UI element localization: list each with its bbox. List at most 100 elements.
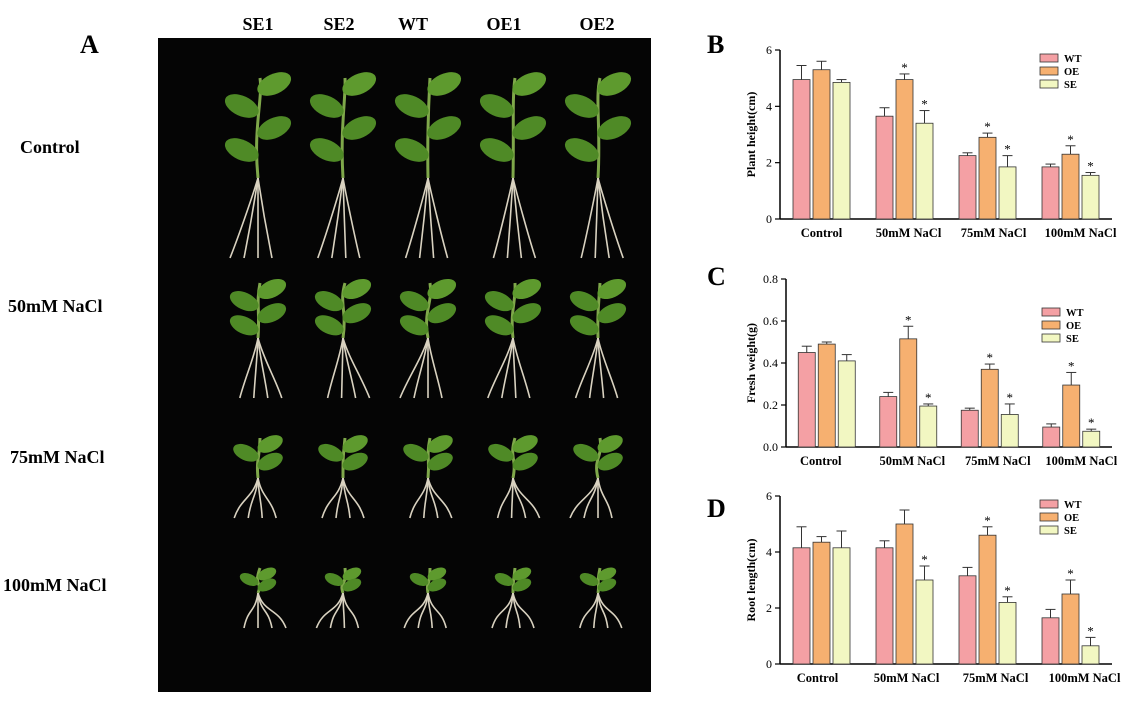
root xyxy=(512,337,531,399)
y-axis-label: Root length(cm) xyxy=(744,539,758,622)
x-tick-label: Control xyxy=(801,226,843,240)
legend-label: WT xyxy=(1064,54,1082,65)
leaf xyxy=(512,303,542,324)
bar xyxy=(915,122,934,220)
seedling-illustration xyxy=(224,72,632,629)
legend-swatch xyxy=(1039,499,1059,509)
legend-label: WT xyxy=(1066,308,1084,319)
leaf xyxy=(394,94,429,118)
root xyxy=(257,477,277,519)
panel-letter-a: A xyxy=(80,30,99,59)
y-tick-label: 0.4 xyxy=(763,356,778,370)
leaf xyxy=(494,572,514,587)
leaf xyxy=(257,116,292,140)
root xyxy=(329,592,344,629)
bar xyxy=(1062,384,1081,448)
column-label-oe2: OE2 xyxy=(579,14,615,34)
bar xyxy=(1041,166,1060,220)
root xyxy=(487,337,514,399)
leaf xyxy=(597,303,627,324)
root xyxy=(512,337,517,399)
leaf xyxy=(427,72,462,96)
column-label-wt: WT xyxy=(397,14,428,34)
bar xyxy=(832,547,851,665)
leaf xyxy=(427,116,462,140)
stem xyxy=(341,282,347,339)
seedling xyxy=(403,435,453,519)
bar xyxy=(919,405,938,448)
panel-letter-d: D xyxy=(707,494,726,523)
seedling xyxy=(491,567,535,629)
leaf xyxy=(342,435,368,453)
root xyxy=(342,477,365,519)
column-label-se2: SE2 xyxy=(323,14,355,34)
seedling xyxy=(484,278,542,399)
leaf xyxy=(597,452,623,471)
root xyxy=(492,177,514,259)
root xyxy=(597,337,619,399)
root xyxy=(253,337,259,399)
bar xyxy=(812,541,831,665)
bar xyxy=(895,79,914,220)
root xyxy=(243,592,259,629)
leaf xyxy=(342,452,368,471)
y-tick-label: 2 xyxy=(766,601,772,615)
significance-star: * xyxy=(987,350,994,365)
root xyxy=(340,337,344,399)
y-tick-label: 4 xyxy=(766,99,772,113)
root xyxy=(580,177,599,259)
bar xyxy=(978,534,997,665)
leaf xyxy=(427,567,447,581)
leaf xyxy=(484,291,514,312)
y-tick-label: 4 xyxy=(766,545,772,559)
bar xyxy=(1042,426,1061,448)
root xyxy=(427,177,435,259)
bar xyxy=(832,81,851,220)
legend-swatch xyxy=(1041,333,1061,343)
root xyxy=(399,337,429,399)
root xyxy=(588,337,599,399)
panel-letter-c: C xyxy=(707,262,726,291)
root xyxy=(257,592,287,629)
root xyxy=(427,337,443,399)
stem xyxy=(256,282,262,339)
leaf xyxy=(479,94,514,118)
leaf xyxy=(342,278,372,300)
leaf xyxy=(309,138,344,162)
leaf xyxy=(569,291,599,312)
leaf xyxy=(597,578,617,592)
bar xyxy=(958,575,977,665)
x-tick-label: 100mM NaCl xyxy=(1049,671,1121,685)
legend-label: OE xyxy=(1064,67,1079,78)
root xyxy=(257,337,269,399)
x-tick-label: 75mM NaCl xyxy=(965,454,1031,468)
column-label-se1: SE1 xyxy=(242,14,274,34)
leaf xyxy=(342,72,377,96)
leaf xyxy=(257,452,283,471)
leaf xyxy=(257,435,283,453)
seedling xyxy=(318,435,368,519)
significance-star: * xyxy=(905,312,912,327)
root xyxy=(257,477,263,519)
leaf xyxy=(257,578,277,592)
seedling xyxy=(569,435,623,519)
leaf xyxy=(314,291,344,312)
root xyxy=(491,592,514,629)
leaf xyxy=(229,291,259,312)
leaf xyxy=(257,303,287,324)
root xyxy=(512,177,523,259)
legend-swatch xyxy=(1039,79,1059,89)
legend-label: OE xyxy=(1064,513,1079,524)
stem xyxy=(425,567,432,594)
root xyxy=(593,592,599,629)
seedling xyxy=(403,567,447,629)
leaf xyxy=(512,567,532,581)
leaf xyxy=(257,567,277,581)
x-tick-label: Control xyxy=(797,671,839,685)
significance-star: * xyxy=(1004,583,1011,598)
root xyxy=(243,177,259,259)
bar xyxy=(879,396,898,448)
leaf xyxy=(257,72,292,96)
leaf xyxy=(512,452,538,471)
y-tick-label: 6 xyxy=(766,489,772,503)
